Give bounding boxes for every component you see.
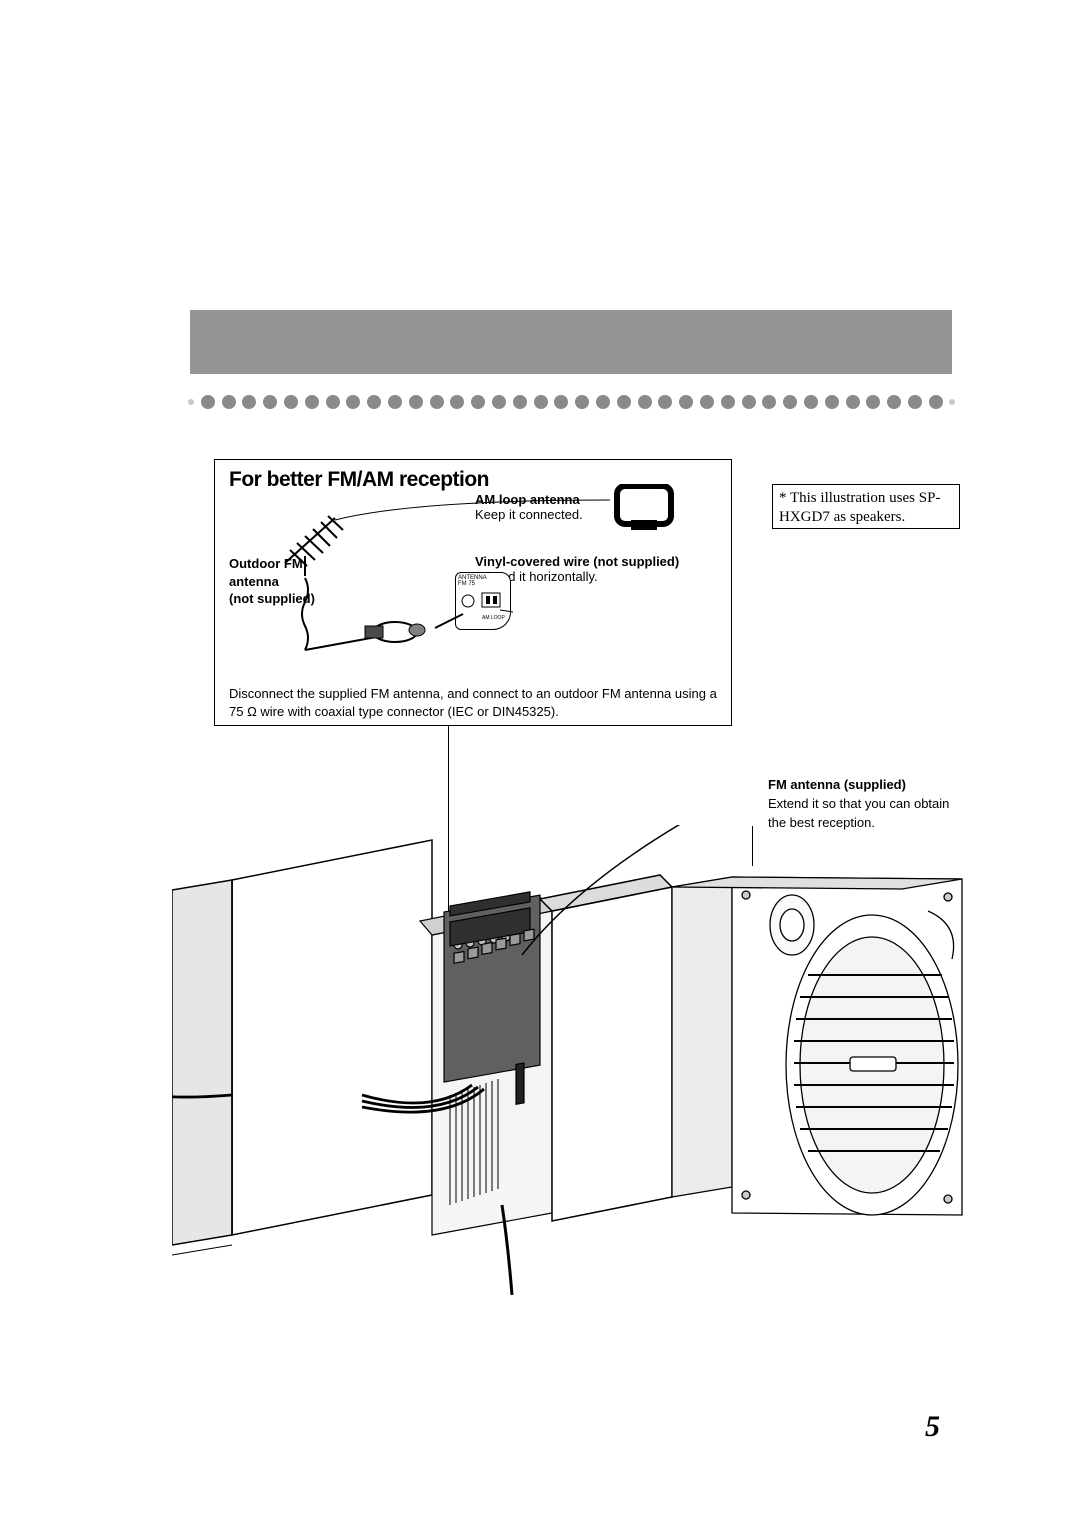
outdoor-l1: Outdoor FM [229,556,303,571]
reception-box: For better FM/AM reception AM loop anten… [214,459,732,726]
am-loop-desc: Keep it connected. [475,507,583,522]
fm-supplied-title: FM antenna (supplied) [768,777,906,792]
disconnect-text: Disconnect the supplied FM antenna, and … [229,685,719,721]
outdoor-fm-label: Outdoor FM antenna (not supplied) [229,555,315,608]
outdoor-l3: (not supplied) [229,591,315,606]
am-loop-label: AM loop antenna Keep it connected. [475,492,583,522]
speaker-system-illustration [172,825,964,1335]
am-loop-bold: AM loop antenna [475,492,580,507]
antenna-terminal-icon: ANTENNA FM 75 AM LOOP [455,572,511,630]
terminal-am-text: AM LOOP [482,615,505,621]
dotted-divider [188,395,956,409]
page-number: 5 [925,1410,940,1444]
grey-header-band [190,310,952,374]
am-loop-icon [613,484,675,532]
outdoor-l2: antenna [229,574,279,589]
reception-title: For better FM/AM reception [229,468,489,492]
sp-note-box: * This illustration uses SP-HXGD7 as spe… [772,484,960,529]
terminal-inner-icon: AM LOOP [458,587,506,625]
vinyl-bold: Vinyl-covered wire (not supplied) [475,554,679,569]
